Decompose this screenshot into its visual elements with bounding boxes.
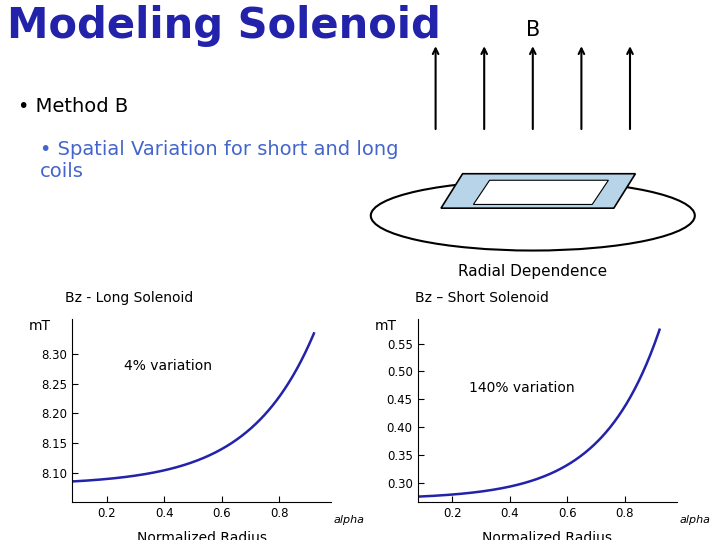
- Polygon shape: [441, 174, 635, 208]
- Polygon shape: [474, 180, 608, 205]
- Text: • Method B: • Method B: [18, 97, 128, 116]
- Text: 4% variation: 4% variation: [124, 359, 212, 373]
- Text: mT: mT: [374, 319, 397, 333]
- Text: 140% variation: 140% variation: [469, 381, 575, 395]
- Text: Radial Dependence: Radial Dependence: [458, 264, 608, 279]
- Text: mT: mT: [29, 319, 51, 333]
- X-axis label: Normalized Radius: Normalized Radius: [482, 531, 612, 540]
- Text: • Spatial Variation for short and long
coils: • Spatial Variation for short and long c…: [40, 140, 398, 181]
- Text: alpha: alpha: [680, 515, 711, 525]
- X-axis label: Normalized Radius: Normalized Radius: [137, 531, 266, 540]
- Text: Bz – Short Solenoid: Bz – Short Solenoid: [415, 291, 549, 305]
- Text: B: B: [526, 20, 540, 40]
- Text: Modeling Solenoid: Modeling Solenoid: [7, 5, 441, 48]
- Text: Bz - Long Solenoid: Bz - Long Solenoid: [66, 291, 194, 305]
- Text: alpha: alpha: [334, 515, 365, 525]
